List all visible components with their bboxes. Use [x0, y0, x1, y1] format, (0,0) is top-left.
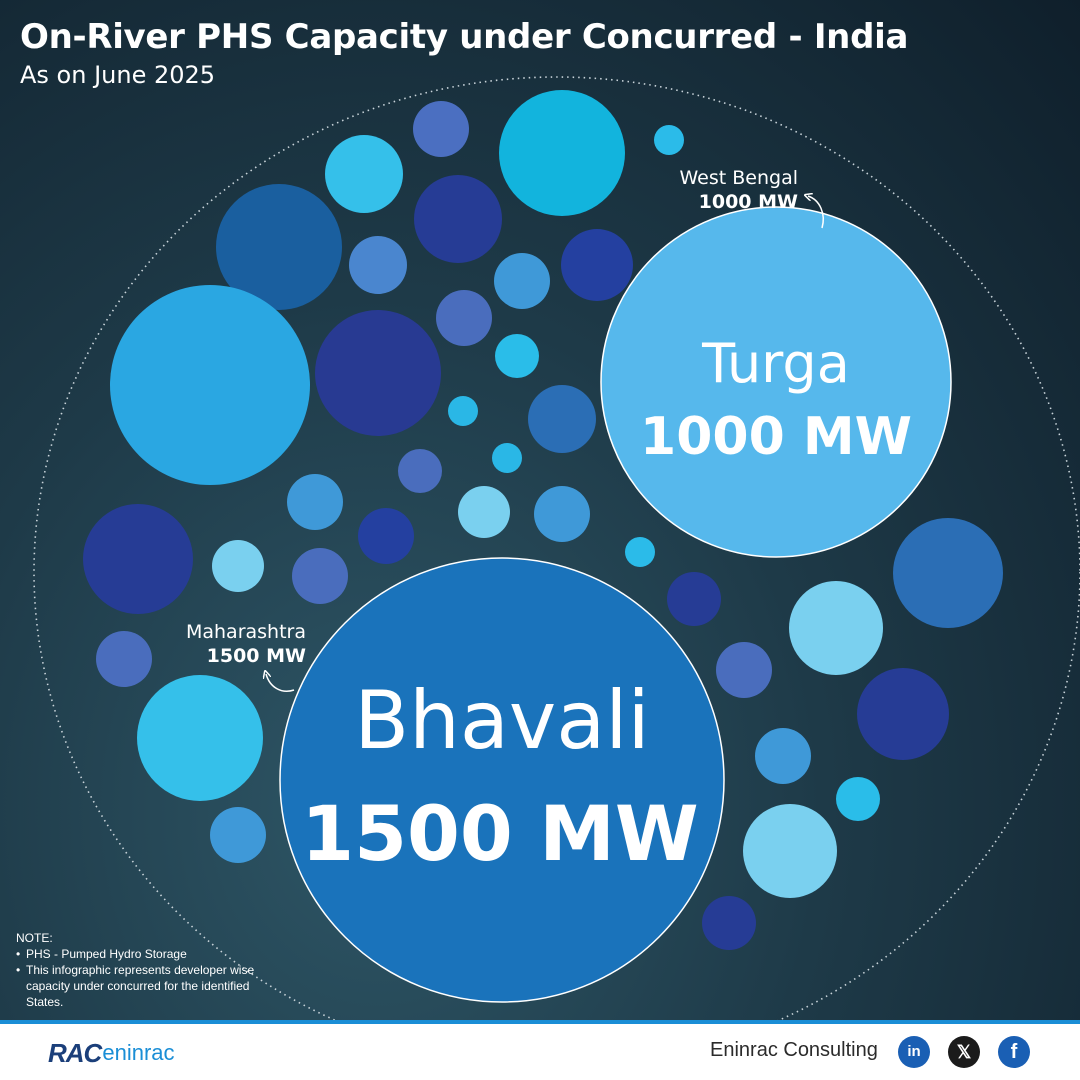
decorative-bubble — [210, 807, 266, 863]
decorative-bubble — [137, 675, 263, 801]
brand-name: Eninrac Consulting — [710, 1039, 878, 1061]
logo-rac-text: RAC — [48, 1037, 102, 1068]
bubble-turga — [600, 206, 952, 558]
callout-west-bengal-state: West Bengal — [680, 167, 799, 189]
note-item-text: This infographic represents developer wi… — [26, 963, 255, 1009]
facebook-icon[interactable]: f — [998, 1036, 1030, 1068]
header: On-River PHS Capacity under Concurred - … — [20, 14, 908, 90]
logo-eninrac-text: eninrac — [102, 1040, 175, 1065]
decorative-bubble — [292, 548, 348, 604]
note-item: • PHS - Pumped Hydro Storage — [16, 946, 276, 962]
decorative-bubble — [499, 90, 625, 216]
eninrac-logo: RAC eninrac — [48, 1036, 175, 1070]
outer-boundary — [33, 76, 1080, 1020]
callout-maharashtra-state: Maharashtra — [186, 621, 306, 643]
decorative-bubble — [528, 385, 596, 453]
bubble-bhavali — [279, 557, 725, 1003]
decorative-bubble — [755, 728, 811, 784]
decorative-bubble — [212, 540, 264, 592]
callout-west-bengal-arrow — [808, 196, 824, 229]
chart-subtitle: As on June 2025 — [20, 61, 216, 89]
decorative-bubble — [836, 777, 880, 821]
decorative-bubble — [110, 285, 310, 485]
decorative-bubble — [667, 572, 721, 626]
bubble-bhavali-project: Bhavali — [354, 674, 649, 767]
note-heading: NOTE: — [16, 931, 53, 945]
decorative-bubble — [743, 804, 837, 898]
decorative-bubble — [325, 135, 403, 213]
decorative-bubble — [561, 229, 633, 301]
bubble-chart: Turga 1000 MW Bhavali 1500 MW West Benga… — [33, 76, 1080, 1020]
linkedin-icon[interactable]: in — [898, 1036, 930, 1068]
decorative-bubble — [458, 486, 510, 538]
x-icon[interactable]: 𝕏 — [948, 1036, 980, 1068]
callout-maharashtra-capacity: 1500 MW — [207, 645, 306, 667]
decorative-bubbles — [83, 90, 1003, 950]
bubble-bhavali-capacity: 1500 MW — [301, 789, 698, 878]
decorative-bubble — [358, 508, 414, 564]
decorative-bubble — [315, 310, 441, 436]
decorative-bubble — [702, 896, 756, 950]
bullet: • — [16, 947, 21, 961]
chart-title: On-River PHS Capacity under Concurred - … — [20, 17, 909, 57]
decorative-bubble — [789, 581, 883, 675]
decorative-bubble — [398, 449, 442, 493]
decorative-bubble — [414, 175, 502, 263]
callout-west-bengal-capacity: 1000 MW — [699, 191, 798, 213]
bubble-turga-capacity: 1000 MW — [640, 407, 912, 467]
decorative-bubble — [436, 290, 492, 346]
note-item-text: PHS - Pumped Hydro Storage — [26, 947, 187, 961]
bullet: • — [16, 963, 21, 977]
decorative-bubble — [492, 443, 522, 473]
decorative-bubble — [893, 518, 1003, 628]
callout-maharashtra-arrow — [266, 674, 295, 692]
decorative-bubble — [494, 253, 550, 309]
note: NOTE: • PHS - Pumped Hydro Storage • Thi… — [16, 930, 276, 1010]
decorative-bubble — [654, 125, 684, 155]
decorative-bubble — [349, 236, 407, 294]
decorative-bubble — [413, 101, 469, 157]
decorative-bubble — [857, 668, 949, 760]
decorative-bubble — [287, 474, 343, 530]
decorative-bubble — [495, 334, 539, 378]
decorative-bubble — [96, 631, 152, 687]
decorative-bubble — [448, 396, 478, 426]
decorative-bubble — [534, 486, 590, 542]
decorative-bubble — [216, 184, 342, 310]
note-item: • This infographic represents developer … — [16, 962, 276, 1010]
decorative-bubble — [83, 504, 193, 614]
decorative-bubble — [716, 642, 772, 698]
footer: RAC eninrac Eninrac Consulting in 𝕏 f — [0, 1020, 1080, 1080]
decorative-bubble — [625, 537, 655, 567]
bubble-turga-project: Turga — [701, 332, 850, 395]
